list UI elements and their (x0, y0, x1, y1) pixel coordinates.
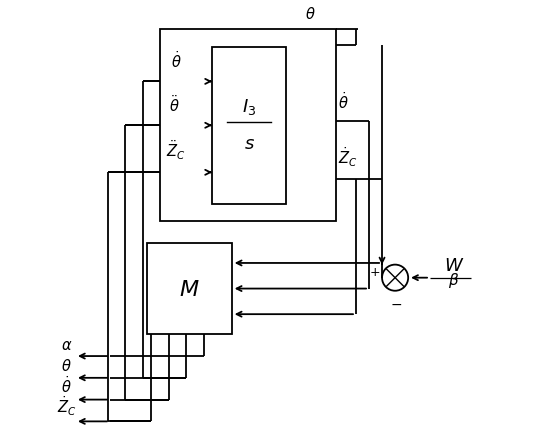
Text: $\dot{\theta}$: $\dot{\theta}$ (171, 50, 182, 71)
Text: $\alpha$: $\alpha$ (61, 337, 72, 352)
Bar (147, 243, 232, 335)
Text: $s$: $s$ (244, 134, 255, 152)
Text: $M$: $M$ (179, 279, 199, 299)
Text: $\beta$: $\beta$ (448, 271, 460, 290)
Text: $\ddot{Z}_C$: $\ddot{Z}_C$ (166, 138, 186, 162)
Text: $W$: $W$ (444, 257, 464, 275)
Text: $I_3$: $I_3$ (242, 96, 256, 117)
Text: $\theta$: $\theta$ (61, 358, 72, 374)
Text: $-$: $-$ (390, 296, 403, 310)
Text: $\dot{\theta}$: $\dot{\theta}$ (61, 374, 72, 396)
Text: $\dot{\theta}$: $\dot{\theta}$ (339, 91, 349, 112)
Text: $\dot{Z}_C$: $\dot{Z}_C$ (56, 394, 76, 417)
Text: $\ddot{\theta}$: $\ddot{\theta}$ (169, 94, 179, 115)
Bar (212, 48, 286, 204)
Text: $\dot{Z}_C$: $\dot{Z}_C$ (339, 145, 358, 169)
Text: $+$: $+$ (369, 265, 380, 278)
Text: $\theta$: $\theta$ (305, 6, 315, 22)
Bar (160, 30, 337, 222)
